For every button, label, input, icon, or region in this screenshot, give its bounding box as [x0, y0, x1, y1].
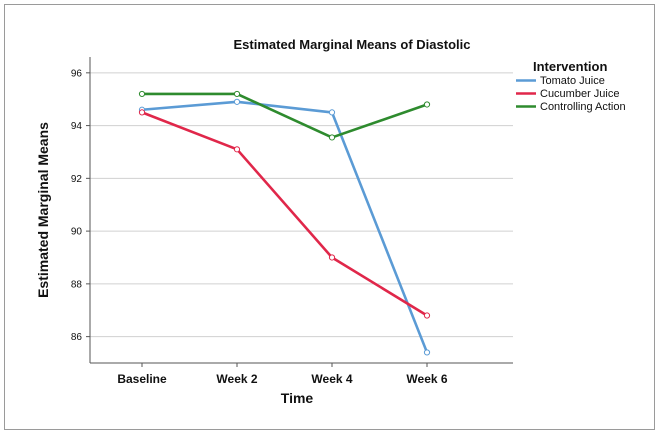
y-tick-label: 92 — [71, 174, 83, 185]
x-axis-title: Time — [281, 390, 314, 406]
y-tick-label: 90 — [71, 227, 83, 238]
data-point — [423, 101, 431, 108]
chart-frame — [4, 4, 655, 430]
data-point — [423, 349, 431, 356]
data-point — [328, 134, 336, 141]
x-tick-label: Week 6 — [406, 372, 447, 386]
series-line-1 — [141, 100, 429, 353]
legend-label: Controlling Action — [540, 101, 626, 113]
legend-title: Intervention — [533, 59, 607, 74]
legend-label: Cucumber Juice — [540, 88, 619, 100]
legend-label: Tomato Juice — [540, 75, 605, 87]
series-line-2 — [141, 111, 428, 317]
x-tick-labels: Baseline Week 2 Week 4 Week 6 — [117, 363, 448, 386]
y-tick-label: 94 — [71, 121, 83, 132]
data-point — [328, 109, 336, 116]
x-tick-label: Baseline — [117, 372, 167, 386]
x-tick-label: Week 2 — [216, 372, 257, 386]
data-point — [423, 312, 431, 319]
x-tick-label: Week 4 — [311, 372, 352, 386]
data-point — [233, 90, 241, 98]
y-tick-labels: 86 88 90 92 94 96 — [71, 68, 90, 343]
data-point — [233, 146, 241, 153]
y-axis-title: Estimated Marginal Means — [35, 122, 51, 298]
data-point — [328, 254, 336, 261]
data-point — [233, 98, 241, 105]
series-lines — [138, 90, 431, 356]
data-point — [138, 109, 146, 116]
y-tick-label: 86 — [71, 332, 83, 343]
gridlines — [90, 72, 513, 338]
series-line-3 — [142, 92, 428, 139]
y-tick-label: 88 — [71, 279, 83, 290]
y-tick-label: 96 — [71, 68, 83, 79]
chart-title: Estimated Marginal Means of Diastolic — [234, 37, 471, 52]
data-point — [138, 90, 146, 98]
